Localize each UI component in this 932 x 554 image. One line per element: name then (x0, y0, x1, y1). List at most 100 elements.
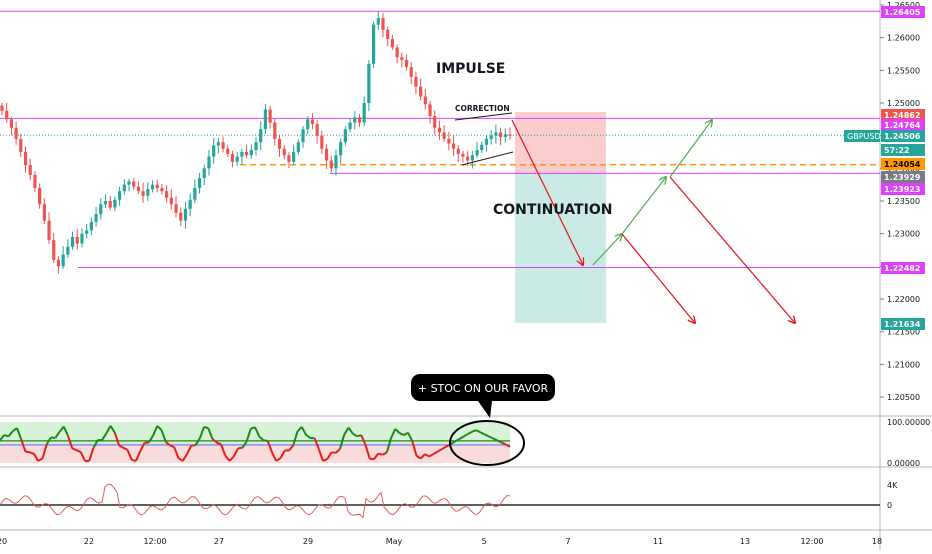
candle-body (137, 187, 140, 192)
price-tag-label: 1.23929 (884, 173, 921, 182)
candle-body (424, 96, 427, 104)
candle-body (461, 154, 464, 157)
price-tick-label: 1.20500 (887, 393, 920, 402)
candle-body (508, 134, 511, 135)
time-tick-label: 7 (565, 537, 570, 546)
candle-body (504, 134, 507, 137)
candle-body (443, 132, 446, 139)
candle-body (179, 213, 182, 221)
candle-body (447, 139, 450, 144)
time-tick-label: 27 (214, 537, 224, 546)
candle-body (438, 128, 441, 133)
candle-body (57, 260, 60, 267)
price-tick-label: 1.25000 (887, 99, 920, 108)
candle-body (212, 145, 215, 156)
candle-body (316, 124, 319, 136)
candle-body (43, 204, 46, 220)
candle-body (485, 139, 488, 145)
candle-body (292, 152, 295, 162)
candle-body (76, 237, 79, 244)
candle-body (5, 111, 8, 119)
candle-body (396, 47, 399, 57)
candle-body (52, 240, 55, 260)
stoch-line-segment (370, 459, 374, 460)
candle-body (339, 142, 342, 155)
candle-body (306, 119, 309, 129)
price-tick-label: 1.22000 (887, 295, 920, 304)
candle-body (160, 188, 163, 191)
candle-body (221, 142, 224, 149)
candle-body (330, 160, 333, 168)
candle-body (428, 104, 431, 116)
candle-body (259, 129, 262, 142)
time-tick-label: 12:00 (800, 537, 823, 546)
stop-loss-zone (515, 112, 606, 173)
candle-body (226, 149, 229, 154)
time-tick-label: 12:00 (143, 537, 166, 546)
time-tick-label: 20 (0, 537, 7, 546)
stoch-line-segment (204, 427, 208, 428)
candle-body (118, 191, 121, 199)
time-tick-label: 11 (653, 537, 663, 546)
stoch-tick-label: 0.00000 (887, 459, 920, 468)
stoch-upper-band (0, 422, 510, 443)
candle-body (231, 154, 234, 162)
candle-body (85, 230, 88, 233)
candle-body (400, 57, 403, 60)
candle-body (320, 136, 323, 149)
continuation-label: CONTINUATION (493, 202, 612, 218)
time-tick-label: 5 (481, 537, 486, 546)
price-tag-label: 1.24862 (884, 111, 920, 120)
candle-body (151, 185, 154, 190)
candle-body (198, 178, 201, 188)
candle-body (301, 129, 304, 142)
candle-body (414, 77, 417, 87)
candle-body (466, 157, 469, 161)
candle-body (494, 132, 497, 135)
price-tick-label: 1.21000 (887, 360, 920, 369)
candle-body (165, 191, 168, 198)
candle-body (297, 142, 300, 152)
candle-body (193, 188, 196, 200)
candle-body (80, 234, 83, 244)
candle-body (372, 25, 375, 64)
candle-body (123, 185, 126, 192)
candle-body (15, 128, 18, 139)
candle-body (62, 255, 65, 267)
stoch-line-segment (264, 440, 268, 441)
candle-body (240, 152, 243, 157)
candle-body (363, 103, 366, 123)
price-tag-label: 1.26405 (884, 8, 921, 17)
stoch-line-segment (332, 452, 336, 453)
stoch-line-segment (378, 454, 382, 455)
time-tick-label: 22 (84, 537, 94, 546)
candle-body (174, 204, 177, 212)
candle-body (254, 142, 257, 150)
candle-body (405, 60, 408, 67)
candle-body (94, 214, 97, 222)
candle-body (127, 181, 130, 184)
candle-body (189, 200, 192, 209)
price-tag-label: 1.24764 (884, 121, 921, 130)
candle-body (90, 222, 93, 230)
symbol-tag-label: GBPUSD (847, 132, 881, 141)
candle-body (99, 204, 102, 214)
candle-body (457, 149, 460, 154)
time-tick-label: 29 (303, 537, 313, 546)
candle-body (156, 185, 159, 188)
candle-body (452, 144, 455, 149)
price-tag-label: 57:22 (884, 146, 909, 155)
candle-body (0, 106, 3, 111)
candle-body (142, 191, 145, 196)
candle-body (33, 175, 36, 188)
candle-body (386, 30, 389, 39)
candle-body (348, 123, 351, 130)
candle-body (113, 200, 116, 208)
take-profit-zone (515, 173, 606, 323)
candle-body (475, 150, 478, 155)
candle-body (269, 110, 272, 123)
stoch-line-segment (26, 452, 30, 453)
stoc-callout-text: + STOC ON OUR FAVOR (418, 382, 549, 395)
correction-label: CORRECTION (455, 104, 510, 113)
